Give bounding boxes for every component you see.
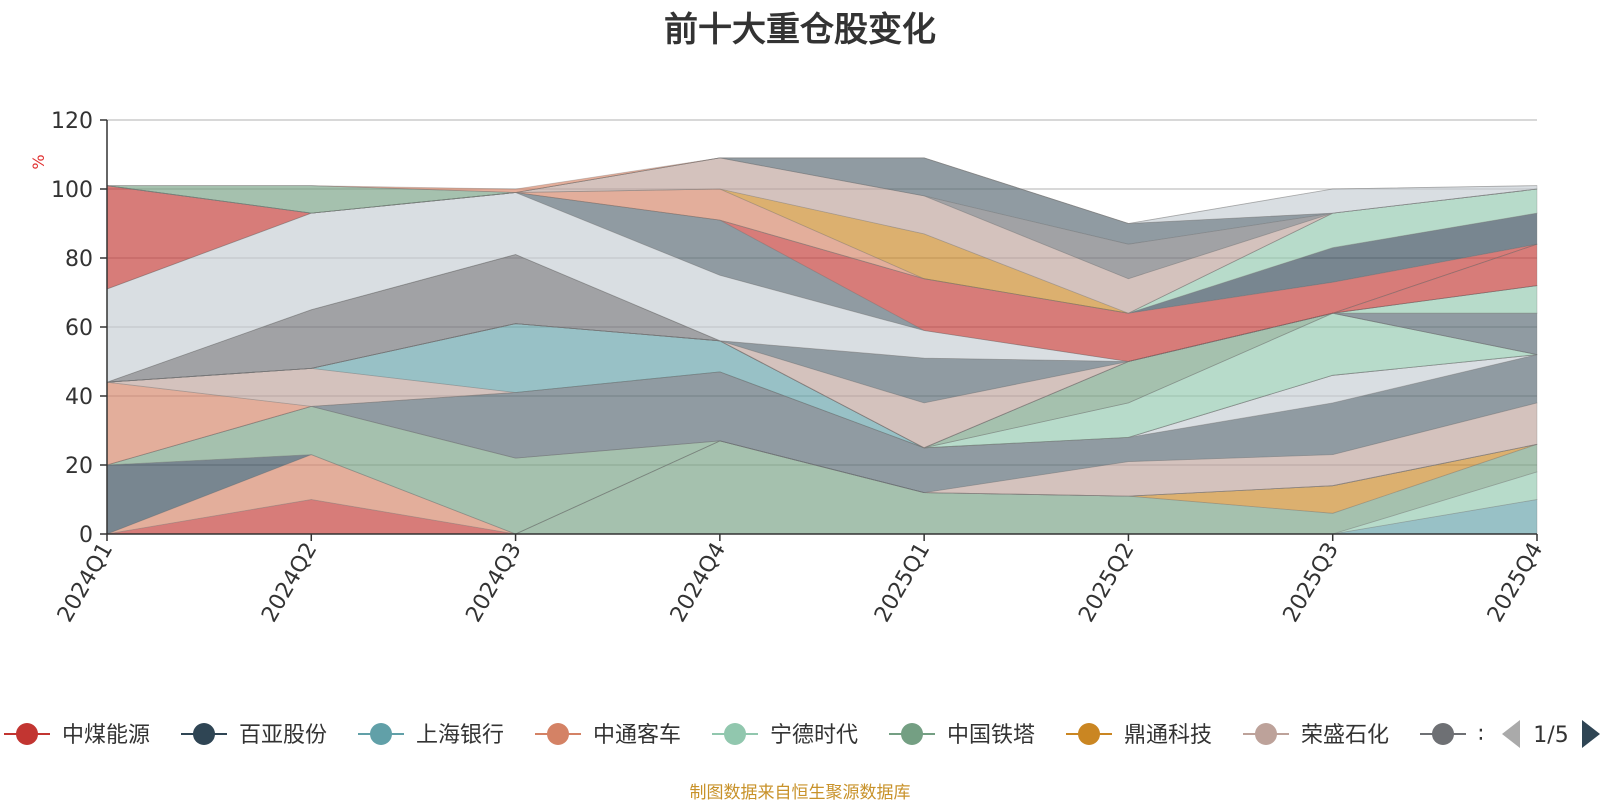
legend-label-5: 中国铁塔: [947, 723, 1035, 748]
legend-label-1: 百亚股份: [239, 723, 327, 748]
legend-item-2[interactable]: 上海银行: [358, 723, 504, 748]
y-tick-label-120: 120: [51, 109, 93, 134]
area-series-18: [106, 312, 1537, 449]
y-tick-label-40: 40: [65, 385, 93, 410]
legend-marker-4: [724, 723, 746, 745]
x-tick-label-4: 2025Q1: [870, 539, 935, 627]
legend-item-6[interactable]: 鼎通科技: [1066, 723, 1212, 748]
y-tick-label-20: 20: [65, 454, 93, 479]
x-tick-label-7: 2025Q4: [1483, 539, 1548, 627]
legend-label-2: 上海银行: [416, 723, 504, 748]
legend-item-0[interactable]: 中煤能源: [4, 723, 150, 748]
legend-item-4[interactable]: 宁德时代: [712, 723, 858, 748]
legend-label-8: ∶: [1478, 723, 1484, 748]
x-axis-ticks: 2024Q1 2024Q2 2024Q3 2024Q4 2025Q1 2025Q2 2025…: [53, 534, 1548, 627]
x-tick-label-6: 2025Q3: [1279, 539, 1344, 627]
legend-marker-5: [901, 723, 923, 745]
area-series-17: [106, 312, 1538, 449]
legend-marker-6: [1078, 723, 1100, 745]
data-source-note: 制图数据来自恒生聚源数据库: [689, 783, 911, 803]
chart-title: 前十大重仓股变化: [664, 10, 936, 50]
legend-prev-icon[interactable]: [1502, 720, 1520, 748]
legend-label-4: 宁德时代: [770, 723, 858, 748]
x-tick-label-0: 2024Q1: [53, 539, 118, 627]
area-series: [106, 157, 1538, 535]
x-tick-label-2: 2024Q3: [461, 539, 526, 627]
legend-item-8[interactable]: ∶: [1420, 723, 1484, 748]
y-axis-ticks: 0 20 40 60 80 100 120: [51, 109, 107, 548]
x-tick-label-5: 2025Q2: [1074, 539, 1139, 627]
legend-item-1[interactable]: 百亚股份: [181, 723, 327, 748]
x-tick-label-3: 2024Q4: [666, 539, 731, 627]
legend-marker-8: [1432, 723, 1454, 745]
legend-label-3: 中通客车: [593, 723, 681, 748]
legend-marker-3: [547, 723, 569, 745]
legend-label-7: 荣盛石化: [1301, 723, 1389, 748]
y-tick-label-100: 100: [51, 178, 93, 203]
legend-marker-7: [1255, 723, 1277, 745]
y-tick-label-0: 0: [79, 523, 93, 548]
y-axis-unit: %: [29, 154, 48, 169]
legend-pager: 1/5: [1502, 720, 1600, 748]
legend-item-5[interactable]: 中国铁塔: [889, 723, 1035, 748]
legend: 中煤能源 百亚股份 上海银行 中通客车 宁德时代 中国铁塔 鼎通科技 荣盛石化 ∶: [4, 723, 1484, 748]
x-tick-label-1: 2024Q2: [257, 539, 322, 627]
area-series-11: [106, 354, 1538, 466]
legend-label-0: 中煤能源: [62, 723, 150, 748]
legend-marker-2: [370, 723, 392, 745]
y-tick-label-80: 80: [65, 247, 93, 272]
area-series-19: [106, 285, 1538, 449]
area-series-37: [107, 157, 1538, 224]
legend-label-6: 鼎通科技: [1124, 723, 1212, 748]
legend-item-3[interactable]: 中通客车: [535, 723, 681, 748]
legend-marker-1: [193, 723, 215, 745]
legend-marker-0: [16, 723, 38, 745]
legend-next-icon[interactable]: [1582, 720, 1600, 748]
y-tick-label-60: 60: [65, 316, 93, 341]
area-series-9: [106, 354, 1538, 494]
legend-page-indicator: 1/5: [1533, 723, 1568, 748]
legend-item-7[interactable]: 荣盛石化: [1243, 723, 1389, 748]
